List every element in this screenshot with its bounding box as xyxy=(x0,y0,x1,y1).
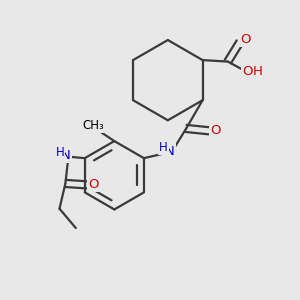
Text: O: O xyxy=(88,178,99,191)
Text: H: H xyxy=(159,141,168,154)
Text: N: N xyxy=(165,145,175,158)
Text: H: H xyxy=(56,146,64,159)
Text: N: N xyxy=(61,149,71,162)
Text: O: O xyxy=(242,64,252,78)
Text: O: O xyxy=(240,33,250,46)
Text: O: O xyxy=(210,124,220,137)
Text: H: H xyxy=(253,64,262,78)
Text: CH₃: CH₃ xyxy=(82,119,104,132)
